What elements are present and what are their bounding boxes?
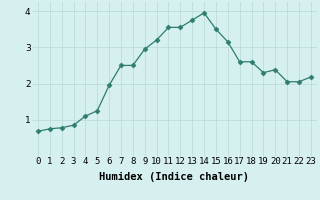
X-axis label: Humidex (Indice chaleur): Humidex (Indice chaleur) bbox=[100, 172, 249, 182]
